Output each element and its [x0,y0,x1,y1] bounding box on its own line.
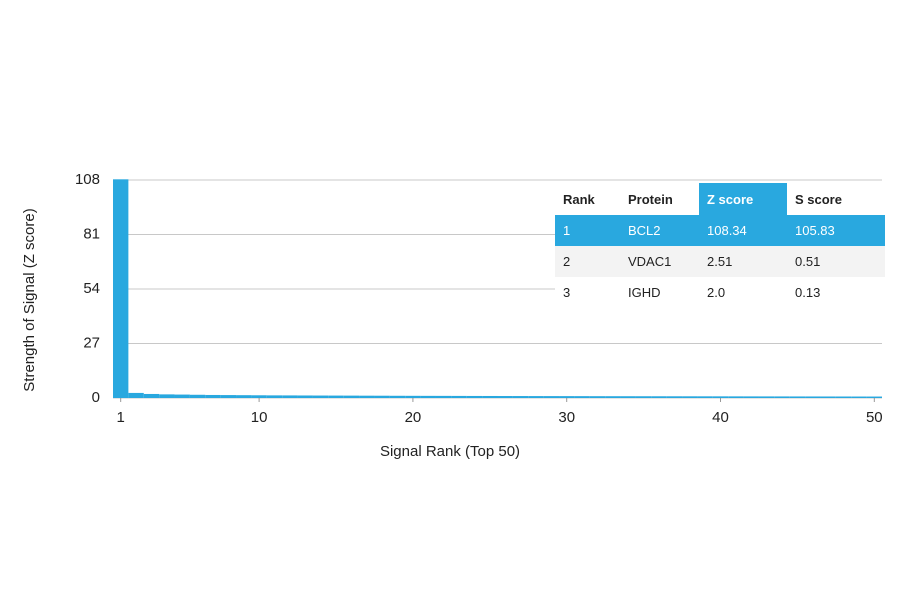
x-tick-label: 10 [251,409,268,426]
bar [805,396,821,398]
bar [466,395,483,398]
bar [451,395,467,398]
bar [328,395,344,398]
bar [866,396,882,398]
bar [543,396,560,398]
bar [405,395,421,398]
y-tick-label: 54 [83,280,100,297]
table-cell: 2.0 [707,285,726,300]
bar [758,396,775,398]
y-axis-label: Strength of Signal (Z score) [21,208,38,391]
table-cell: 2 [563,254,571,269]
bar [420,395,436,398]
bar [666,396,683,398]
bar [143,393,160,398]
bar [651,396,667,398]
bar [220,395,237,398]
bar [343,395,360,398]
bar [635,396,652,398]
bar [528,396,544,398]
x-tick-label: 50 [866,409,883,426]
table: Rank Protein Z score S score 1 BCL2 108.34 105.… [555,183,885,308]
bar [574,396,590,398]
table-cell: IGHD [628,285,661,300]
bar [559,396,575,398]
bar [435,395,452,398]
y-tick-label: 0 [92,389,100,406]
bar [266,395,283,398]
bar [389,395,406,398]
bar [251,395,267,398]
bar [113,179,129,398]
bar [282,395,298,398]
column-header: S score [795,191,842,207]
bar [174,394,190,398]
bar [820,396,836,398]
column-header: Rank [563,191,595,207]
column-header: Protein [628,191,673,207]
table-cell: 105.83 [795,223,835,238]
header-row: Rank Protein Z score S score [555,183,885,215]
bar [482,395,498,398]
table-cell: BCL2 [628,223,661,238]
column-header: Z score [699,183,787,215]
y-tick-label: 108 [75,171,100,188]
bar [512,396,529,398]
bar [236,395,252,398]
x-axis-label: Signal Rank (Top 50) [380,443,520,460]
bar [497,396,513,398]
table-cell: 2.51 [707,254,733,269]
bar [835,396,852,398]
bar [189,394,206,398]
bar [297,395,313,398]
table-row: 2 VDAC1 2.51 0.51 [555,246,885,277]
y-tick-label: 81 [83,225,100,242]
bar [774,396,790,398]
bar [851,396,867,398]
bar [374,395,390,398]
table-cell: VDAC1 [628,254,672,269]
bar [620,396,636,398]
bar [605,396,621,398]
table-cell: 0.51 [795,254,821,269]
x-tick-label: 20 [405,409,422,426]
bar [789,396,806,398]
table-row: 3 IGHD 2.0 0.13 [555,277,885,308]
x-tick-label: 40 [712,409,729,426]
bar [128,392,144,398]
table-cell: 3 [563,285,571,300]
bar [728,396,744,398]
table-cell: 0.13 [795,285,821,300]
bar [359,395,375,398]
x-tick-label: 1 [117,409,125,426]
bar [697,396,713,398]
y-tick-label: 27 [83,334,100,351]
table-cell: 1 [563,223,571,238]
bar [312,395,329,398]
bar [712,396,729,398]
table-cell: 108.34 [707,223,747,238]
bar [159,394,175,398]
bar [589,396,606,398]
bar [682,396,698,398]
bar [205,394,221,398]
x-tick-label: 30 [558,409,575,426]
bar [743,396,759,398]
table-row: 1 BCL2 108.34 105.83 [555,215,885,246]
